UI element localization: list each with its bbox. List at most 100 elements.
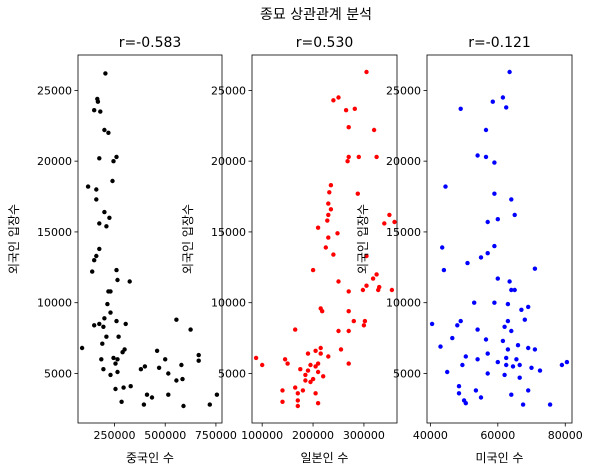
data-point bbox=[445, 369, 450, 375]
data-point bbox=[114, 267, 119, 273]
data-point bbox=[512, 287, 517, 293]
plot-area-frame bbox=[251, 54, 398, 424]
data-point bbox=[108, 310, 113, 315]
data-point bbox=[458, 318, 463, 324]
data-point bbox=[108, 289, 113, 294]
y-tick-label: 5000 bbox=[393, 367, 421, 380]
data-point bbox=[92, 323, 97, 328]
data-point bbox=[483, 337, 489, 342]
data-point bbox=[114, 318, 119, 324]
data-point bbox=[456, 391, 462, 396]
data-point bbox=[507, 279, 512, 284]
data-point bbox=[310, 267, 316, 273]
data-point bbox=[181, 403, 186, 409]
data-point bbox=[485, 351, 490, 356]
data-point bbox=[478, 395, 484, 400]
data-point bbox=[123, 321, 128, 327]
subplot-3: 40000 60000 80000 5000 10000 15000 20000 25000 r… bbox=[356, 35, 583, 465]
data-point bbox=[355, 191, 360, 196]
data-point bbox=[95, 99, 101, 104]
data-point bbox=[343, 108, 349, 113]
data-point bbox=[303, 372, 308, 378]
data-point bbox=[102, 209, 107, 215]
data-point bbox=[98, 109, 103, 114]
data-point bbox=[509, 328, 514, 334]
data-point bbox=[196, 352, 201, 358]
data-point bbox=[97, 221, 102, 226]
y-tick-label: 25000 bbox=[37, 84, 72, 97]
data-point bbox=[495, 359, 500, 365]
data-point bbox=[526, 304, 531, 310]
data-point bbox=[79, 345, 85, 351]
data-point bbox=[505, 318, 511, 324]
data-point bbox=[346, 125, 351, 130]
y-axis-label: 외국인 입장수 bbox=[181, 204, 195, 274]
data-point bbox=[364, 283, 369, 288]
data-point bbox=[105, 301, 110, 307]
data-point bbox=[526, 388, 531, 393]
data-point bbox=[455, 323, 460, 328]
data-point bbox=[207, 402, 212, 407]
data-point bbox=[346, 289, 351, 294]
data-point bbox=[331, 98, 336, 103]
data-point bbox=[92, 258, 97, 263]
data-point bbox=[101, 324, 106, 329]
data-point bbox=[345, 159, 350, 164]
data-point bbox=[328, 207, 334, 212]
data-point bbox=[509, 197, 514, 202]
data-point bbox=[532, 266, 538, 271]
data-point bbox=[429, 321, 435, 327]
data-point bbox=[483, 154, 489, 160]
data-point bbox=[144, 392, 150, 397]
data-point bbox=[313, 364, 318, 369]
data-point bbox=[163, 357, 168, 362]
data-point bbox=[460, 362, 465, 368]
data-point bbox=[282, 357, 288, 362]
data-point bbox=[370, 276, 376, 281]
x-tick-label: 100000 bbox=[241, 429, 283, 442]
data-point bbox=[127, 279, 132, 284]
data-point bbox=[336, 328, 341, 334]
data-point bbox=[500, 95, 506, 100]
data-point bbox=[532, 347, 538, 352]
data-point bbox=[382, 221, 387, 226]
data-point bbox=[505, 301, 511, 307]
data-point bbox=[475, 357, 480, 362]
data-point bbox=[174, 317, 179, 322]
data-point bbox=[110, 178, 115, 184]
data-point bbox=[346, 328, 351, 334]
data-point bbox=[473, 388, 479, 393]
data-point bbox=[492, 160, 497, 165]
data-point bbox=[376, 287, 381, 293]
data-point bbox=[456, 384, 462, 389]
data-point bbox=[490, 99, 495, 104]
subplot-1: 250000 500000 750000 5000 10000 15000 20000 250… bbox=[7, 35, 237, 465]
data-point bbox=[180, 376, 185, 382]
figure-title: 종묘 상관관계 분석 bbox=[260, 7, 372, 23]
data-point bbox=[94, 197, 99, 202]
data-point bbox=[331, 252, 336, 257]
data-point bbox=[141, 402, 147, 407]
data-point bbox=[115, 357, 120, 362]
data-point bbox=[458, 106, 463, 112]
data-point bbox=[520, 402, 526, 407]
data-point bbox=[450, 335, 455, 341]
data-point bbox=[507, 69, 512, 75]
data-point bbox=[504, 362, 509, 368]
data-point bbox=[115, 277, 120, 283]
data-point bbox=[295, 398, 300, 403]
data-point bbox=[517, 375, 522, 380]
data-point bbox=[94, 253, 99, 259]
data-point bbox=[115, 369, 120, 375]
data-point bbox=[113, 386, 118, 392]
data-point bbox=[495, 276, 500, 281]
data-point bbox=[441, 267, 447, 273]
x-axis-label: 일본인 수 bbox=[301, 451, 349, 465]
data-point bbox=[318, 345, 323, 351]
data-point bbox=[360, 287, 366, 293]
data-point bbox=[260, 362, 265, 368]
data-point bbox=[321, 374, 326, 379]
data-point bbox=[338, 347, 344, 352]
data-point bbox=[308, 379, 313, 385]
data-point bbox=[374, 154, 379, 160]
